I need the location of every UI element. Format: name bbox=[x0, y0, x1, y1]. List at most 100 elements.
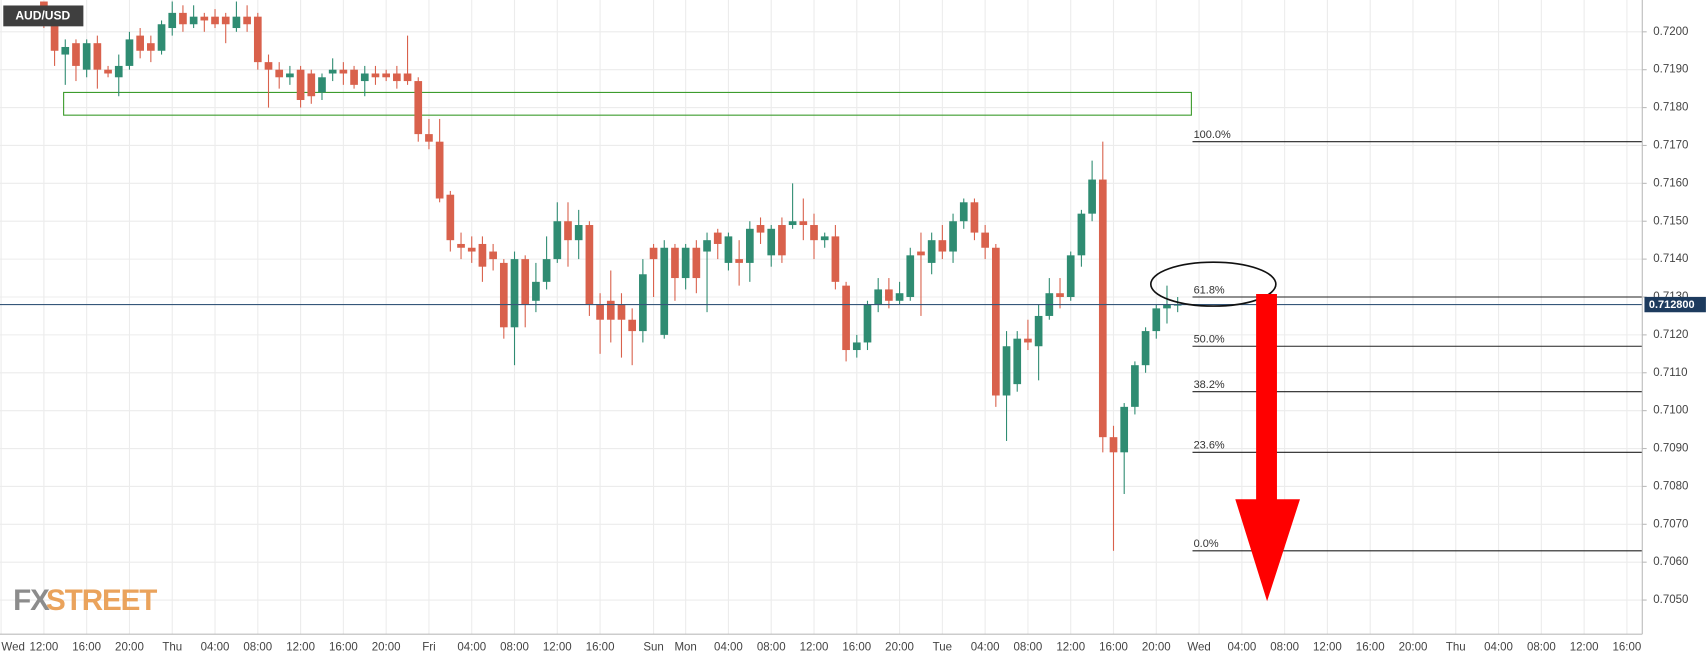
candle-body bbox=[649, 247, 658, 260]
x-tick-label: 16:00 bbox=[329, 641, 358, 653]
x-tick-label: 12:00 bbox=[286, 641, 315, 653]
candle-body bbox=[232, 16, 241, 29]
candle-body bbox=[147, 43, 155, 51]
candle-body bbox=[981, 232, 989, 248]
candle-body bbox=[542, 259, 551, 282]
candle-body bbox=[735, 259, 743, 263]
y-tick-label: 0.7080 bbox=[1653, 480, 1688, 492]
candle-body bbox=[382, 73, 390, 78]
candle-body bbox=[1077, 213, 1086, 256]
candle-body bbox=[264, 62, 273, 70]
candle-body bbox=[863, 304, 872, 343]
y-tick-label: 0.7190 bbox=[1653, 64, 1688, 76]
candle-body bbox=[1131, 365, 1139, 407]
y-tick-label: 0.7070 bbox=[1653, 518, 1688, 530]
candle-body bbox=[917, 251, 925, 256]
y-tick-label: 0.7100 bbox=[1653, 405, 1688, 417]
candle-body bbox=[895, 293, 904, 301]
last-price-label: 0.712800 bbox=[1649, 299, 1695, 311]
fib-label: 61.8% bbox=[1194, 284, 1225, 296]
fib-label: 50.0% bbox=[1194, 334, 1225, 346]
grid bbox=[0, 0, 1647, 635]
candle-body bbox=[467, 247, 476, 252]
x-tick-label: Thu bbox=[1446, 641, 1466, 653]
candle-body bbox=[82, 43, 91, 70]
candle-body bbox=[938, 240, 947, 252]
x-tick-label: Sun bbox=[643, 641, 663, 653]
candle-body bbox=[1013, 338, 1022, 385]
x-tick-label: 12:00 bbox=[543, 641, 572, 653]
candle-body bbox=[831, 236, 840, 282]
x-tick-label: 20:00 bbox=[115, 641, 144, 653]
candle-body bbox=[671, 247, 679, 279]
candle-body bbox=[457, 243, 465, 248]
x-tick-label: 08:00 bbox=[500, 641, 529, 653]
x-tick-label: 20:00 bbox=[372, 641, 401, 653]
candle-body bbox=[1141, 331, 1150, 366]
candle-body bbox=[574, 225, 583, 241]
candle-body bbox=[681, 247, 690, 279]
x-tick-label: 08:00 bbox=[243, 641, 272, 653]
x-tick-label: Thu bbox=[162, 641, 182, 653]
candle-body bbox=[414, 81, 423, 135]
candle-body bbox=[1098, 179, 1107, 438]
candle-body bbox=[307, 73, 316, 97]
candle-body bbox=[596, 304, 604, 320]
x-tick-label: 16:00 bbox=[842, 641, 871, 653]
candle-body bbox=[1152, 308, 1161, 332]
candle-body bbox=[50, 24, 59, 51]
x-tick-label: 16:00 bbox=[1099, 641, 1128, 653]
candle-body bbox=[1088, 179, 1096, 214]
candle-body bbox=[1120, 406, 1129, 453]
candle-body bbox=[703, 240, 711, 252]
chart-title: AUD/USD bbox=[15, 9, 70, 23]
x-tick-label: Fri bbox=[422, 641, 435, 653]
candle-body bbox=[959, 202, 968, 222]
candle-body bbox=[328, 69, 337, 74]
candle-body bbox=[852, 342, 861, 351]
x-tick-label: 16:00 bbox=[1356, 641, 1385, 653]
candle-body bbox=[510, 259, 519, 328]
x-tick-label: 12:00 bbox=[1056, 641, 1085, 653]
candle-body bbox=[1024, 338, 1032, 343]
x-tick-label: 12:00 bbox=[1570, 641, 1599, 653]
x-tick-label: 12:00 bbox=[800, 641, 829, 653]
candle-body bbox=[1034, 315, 1043, 347]
candle-body bbox=[885, 289, 893, 301]
candle-body bbox=[756, 225, 765, 233]
y-tick-label: 0.7110 bbox=[1653, 367, 1687, 379]
x-tick-label: 20:00 bbox=[1142, 641, 1171, 653]
candle-body bbox=[243, 16, 251, 25]
x-tick-label: 16:00 bbox=[1613, 641, 1642, 653]
x-tick-label: 08:00 bbox=[1270, 641, 1299, 653]
candle-body bbox=[713, 232, 722, 244]
candle-body bbox=[478, 243, 487, 267]
candle-body bbox=[114, 65, 123, 78]
x-tick-label: Tue bbox=[933, 641, 952, 653]
watermark-street: STREET bbox=[46, 584, 157, 617]
candle-body bbox=[200, 16, 209, 21]
candle-body bbox=[211, 16, 219, 25]
marks bbox=[0, 1, 1643, 552]
candle-body bbox=[660, 247, 669, 335]
candle-body bbox=[93, 43, 102, 70]
candle-body bbox=[992, 247, 1000, 396]
support-zone bbox=[63, 91, 1192, 116]
x-tick-label: 08:00 bbox=[1527, 641, 1556, 653]
x-tick-label: 08:00 bbox=[1014, 641, 1043, 653]
candle-body bbox=[628, 319, 637, 332]
y-tick-label: 0.7090 bbox=[1653, 443, 1688, 455]
candle-body bbox=[639, 274, 647, 332]
candle-body bbox=[906, 255, 915, 297]
x-tick-label: 04:00 bbox=[714, 641, 743, 653]
fib-label: 0.0% bbox=[1194, 538, 1219, 550]
candle-body bbox=[724, 236, 733, 263]
candle-body bbox=[842, 285, 850, 351]
x-tick-label: 04:00 bbox=[971, 641, 1000, 653]
candle-body bbox=[446, 194, 455, 241]
candle-body bbox=[1163, 304, 1171, 309]
candle-body bbox=[606, 300, 615, 320]
y-tick-label: 0.7170 bbox=[1653, 140, 1688, 152]
